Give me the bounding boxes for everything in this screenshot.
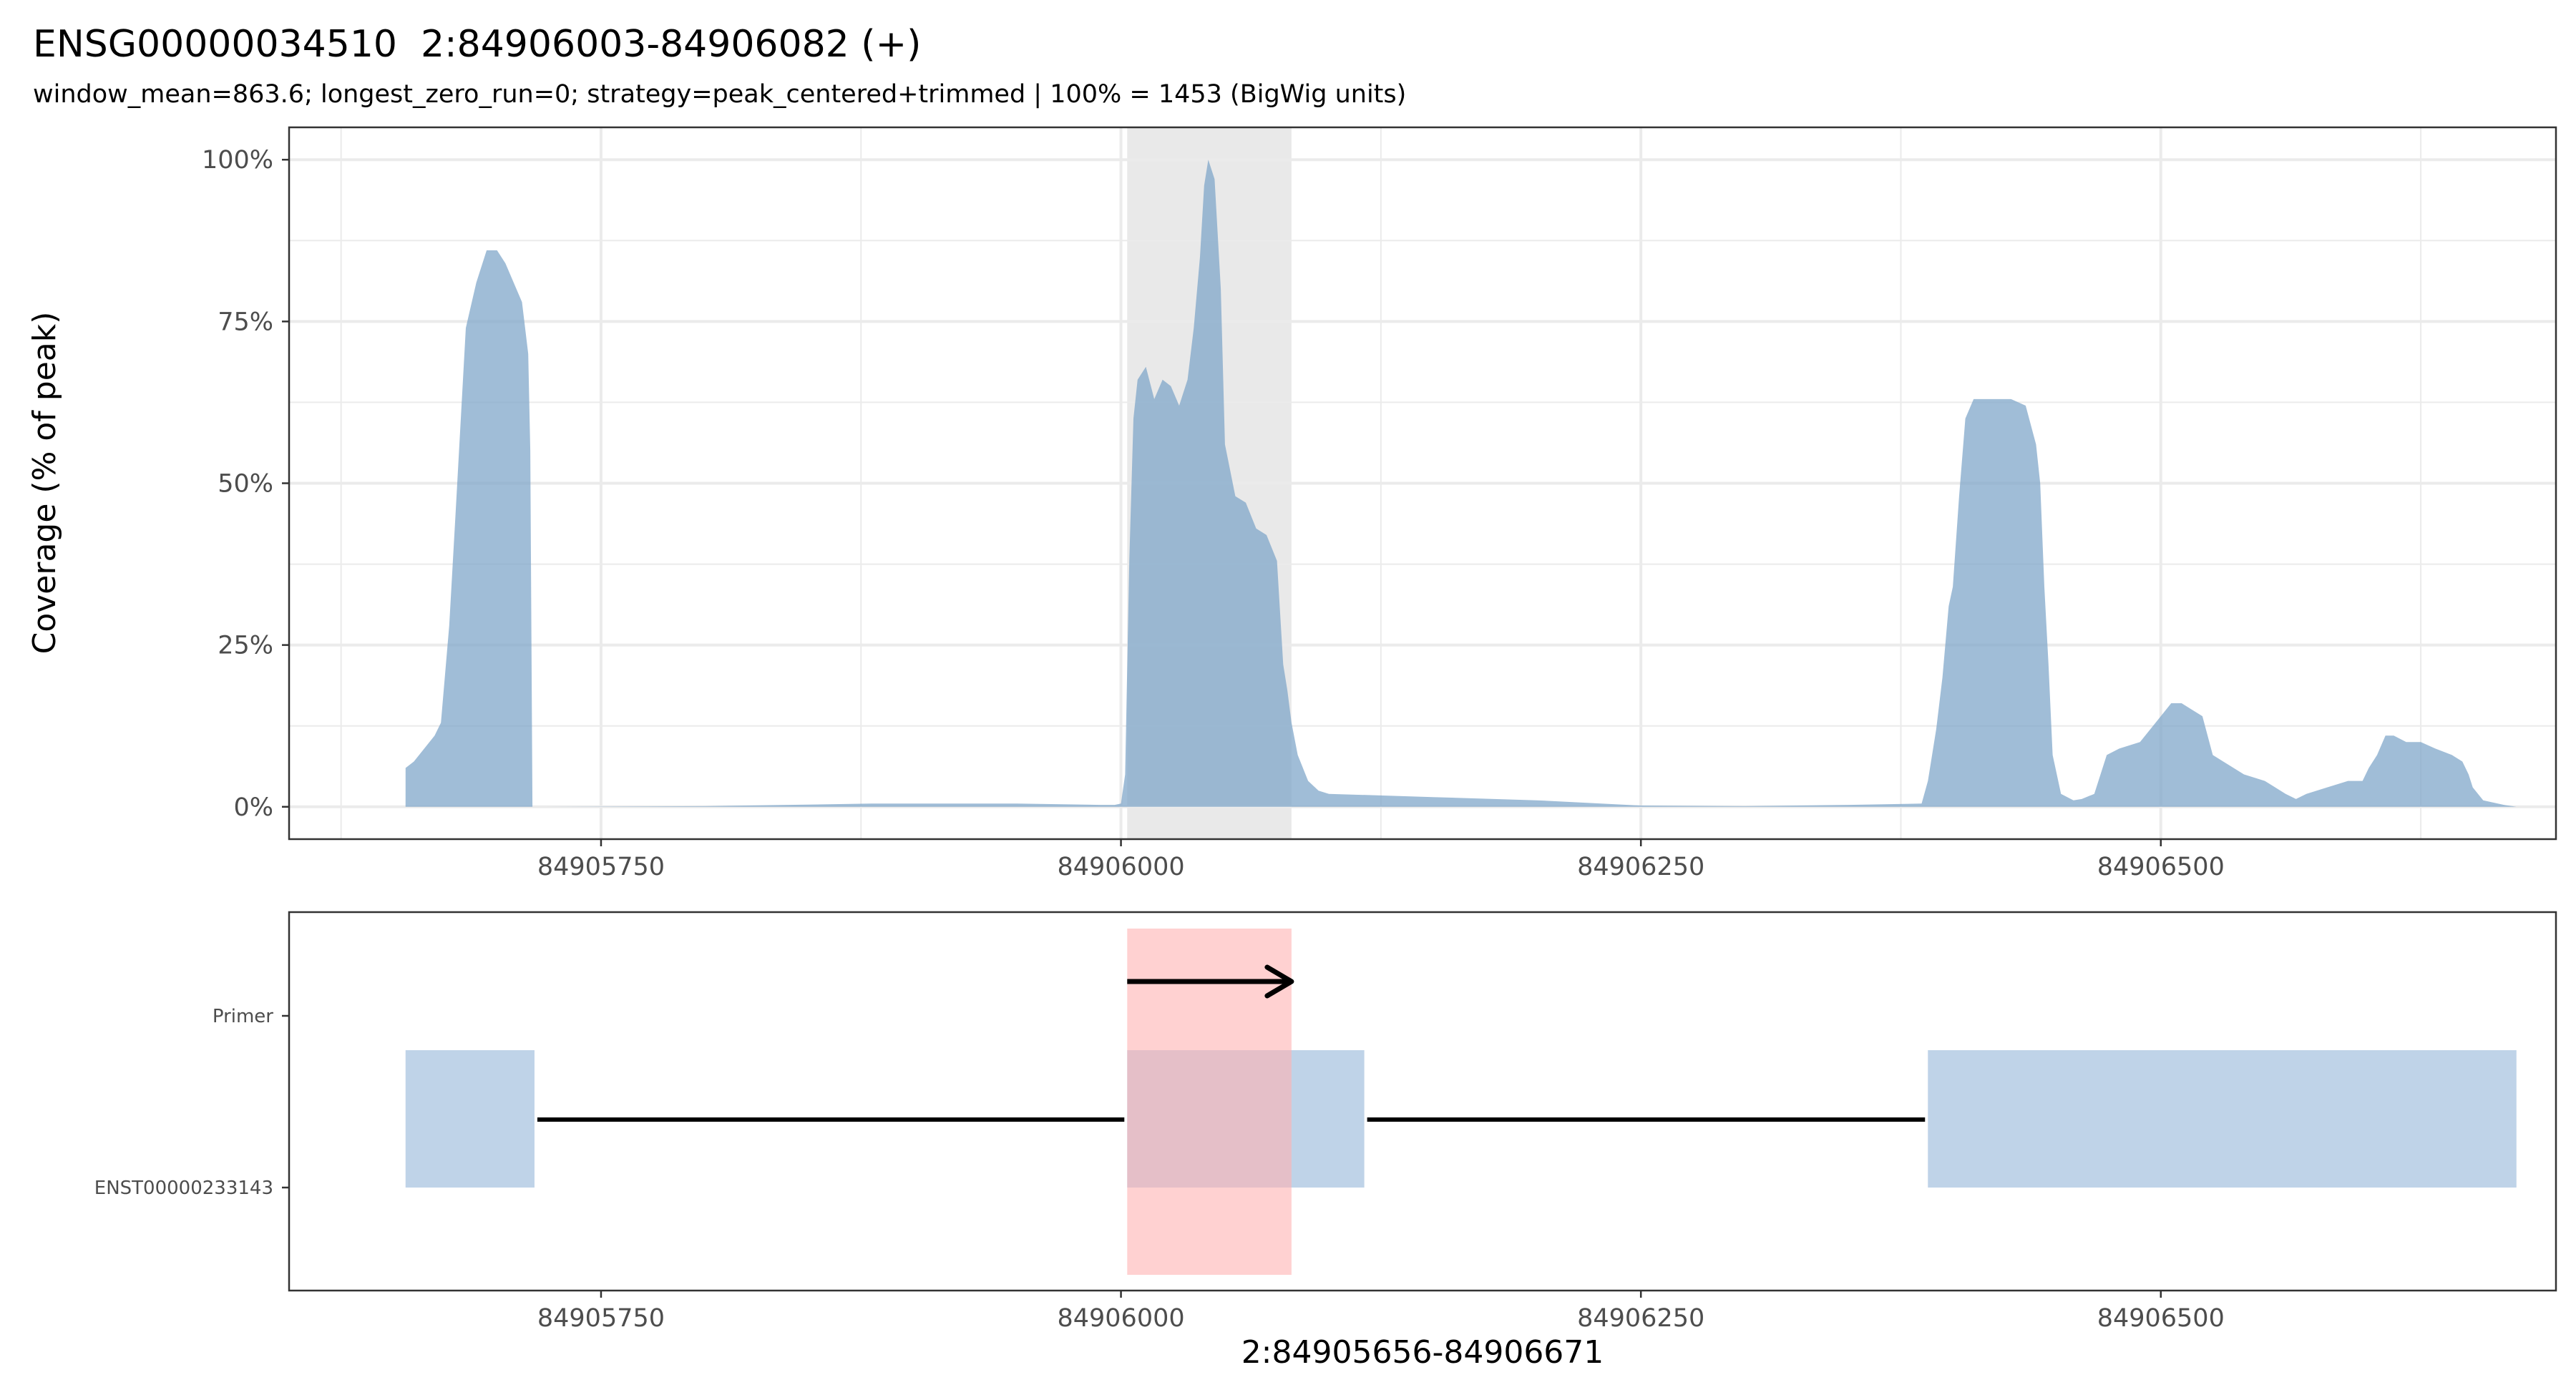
chart-subtitle: window_mean=863.6; longest_zero_run=0; s…: [33, 80, 1407, 109]
x-axis-label: 2:84905656-84906671: [1241, 1334, 1604, 1371]
coverage-area: [405, 160, 2517, 807]
y-tick-label: 75%: [218, 308, 273, 336]
y-tick-label: 25%: [218, 632, 273, 660]
x-tick-label: 84905750: [537, 1304, 665, 1333]
primer-arrow-head: [1264, 964, 1294, 999]
annotation-panel: Primer ENST00000233143 84905750 84906000 849…: [94, 911, 2557, 1333]
x-tick-label: 84906000: [1057, 853, 1184, 881]
row-label: Primer: [213, 1006, 273, 1027]
panel-border: [288, 911, 2557, 1292]
chart-title: ENSG00000034510 2:84906003-84906082 (+): [33, 23, 922, 66]
x-tick-label: 84906500: [2097, 1304, 2225, 1333]
y-tick-label: 100%: [202, 146, 273, 175]
x-tick-label: 84906000: [1057, 1304, 1184, 1333]
x-tick-label: 84906250: [1577, 853, 1704, 881]
exon-block: [405, 1050, 535, 1188]
primer-highlight: [1127, 929, 1292, 1275]
x-tick-label: 84906500: [2097, 853, 2225, 881]
row-label: ENST00000233143: [94, 1178, 273, 1199]
x-tick-label: 84905750: [537, 853, 665, 881]
x-tick-label: 84906250: [1577, 1304, 1704, 1333]
y-tick-label: 0%: [233, 793, 273, 822]
y-axis-label: Coverage (% of peak): [26, 312, 63, 655]
y-tick-label: 50%: [218, 470, 273, 499]
coverage-panel: 0% 25% 50% 75% 100% 84905750 84906000 84906250 8…: [202, 126, 2557, 881]
exon-block: [1928, 1050, 2517, 1188]
